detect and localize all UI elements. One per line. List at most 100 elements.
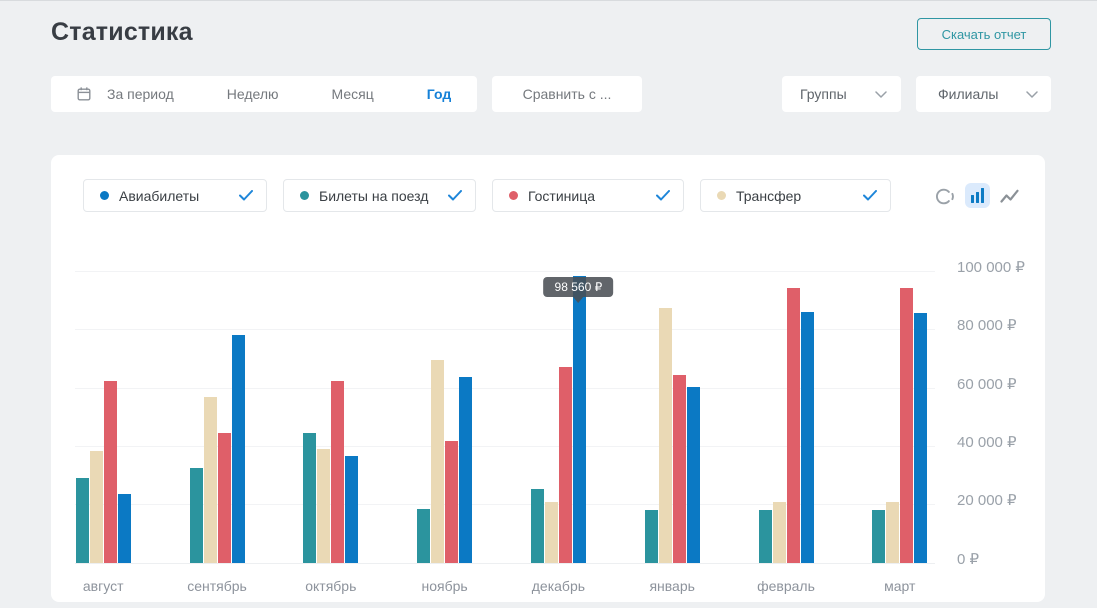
bar-group-январь	[644, 308, 700, 563]
x-axis-tick-label: октябрь	[305, 578, 357, 594]
check-icon	[863, 190, 877, 201]
calendar-icon[interactable]	[77, 87, 91, 101]
series-color-dot	[717, 191, 726, 200]
bar-Трансфер-декабрь[interactable]	[544, 502, 558, 563]
tab-period[interactable]: За период	[107, 86, 174, 102]
bar-group-октябрь	[303, 381, 359, 563]
page-title: Статистика	[51, 18, 193, 46]
bar-Трансфер-ноябрь[interactable]	[431, 360, 445, 563]
bar-group-август	[75, 381, 131, 563]
y-axis-tick-label: 20 000 ₽	[957, 492, 1017, 510]
bar-Билеты на поезд-август[interactable]	[75, 478, 89, 563]
bar-Авиабилеты-февраль[interactable]	[800, 312, 814, 563]
bar-Гостиница-август[interactable]	[103, 381, 117, 563]
branches-dropdown[interactable]: Филиалы	[916, 76, 1051, 112]
tab-week[interactable]: Неделю	[226, 86, 279, 102]
bar-Гостиница-сентябрь[interactable]	[217, 433, 231, 563]
compare-button[interactable]: Сравнить с ...	[492, 76, 642, 112]
bar-Авиабилеты-декабрь[interactable]	[572, 276, 586, 563]
legend-item-label: Авиабилеты	[119, 187, 200, 204]
x-axis-labels: август сентябрь октябрь ноябрь декабрь январь…	[75, 578, 935, 594]
chart-tooltip: 98 560 ₽	[543, 277, 614, 297]
x-axis-tick-label: январь	[649, 578, 695, 594]
series-color-dot	[100, 191, 109, 200]
gridline	[75, 271, 935, 272]
bar-Гостиница-январь[interactable]	[672, 375, 686, 563]
bar-Гостиница-октябрь[interactable]	[331, 381, 345, 563]
statistics-card: Авиабилеты Билеты на поезд Гостиница Тра…	[51, 155, 1045, 602]
bar-Трансфер-март[interactable]	[886, 502, 900, 563]
bar-chart-icon[interactable]	[965, 183, 990, 208]
bar-Трансфер-февраль[interactable]	[772, 502, 786, 563]
gridline	[75, 445, 935, 447]
bar-Билеты на поезд-февраль[interactable]	[758, 510, 772, 563]
download-report-button[interactable]: Скачать отчет	[917, 18, 1051, 50]
bar-group-сентябрь	[189, 335, 245, 563]
bar-group-ноябрь	[417, 360, 473, 563]
y-axis-tick-label: 80 000 ₽	[957, 317, 1017, 335]
bar-group-март	[872, 288, 928, 563]
y-axis-tick-label: 100 000 ₽	[957, 259, 1025, 276]
bar-Авиабилеты-ноябрь[interactable]	[459, 377, 473, 563]
x-axis-tick-label: август	[82, 578, 124, 594]
legend-item-aviabilety[interactable]: Авиабилеты	[83, 179, 267, 212]
bar-Авиабилеты-сентябрь[interactable]	[231, 335, 245, 563]
bar-Гостиница-ноябрь[interactable]	[445, 441, 459, 563]
check-icon	[656, 190, 670, 201]
legend-item-transfer[interactable]: Трансфер	[700, 179, 891, 212]
gridline	[75, 562, 935, 564]
x-axis-tick-label: март	[884, 578, 916, 594]
groups-dropdown-label: Группы	[800, 86, 847, 102]
bar-Авиабилеты-январь[interactable]	[686, 387, 700, 563]
bar-Трансфер-октябрь[interactable]	[317, 449, 331, 563]
pie-chart-icon[interactable]	[935, 187, 954, 206]
chevron-down-icon	[875, 90, 887, 98]
branches-dropdown-label: Филиалы	[938, 86, 999, 102]
y-axis-tick-label: 60 000 ₽	[957, 375, 1017, 393]
check-icon	[239, 190, 253, 201]
chart-legend: Авиабилеты Билеты на поезд Гостиница Тра…	[83, 179, 907, 212]
legend-item-bilety-na-poezd[interactable]: Билеты на поезд	[283, 179, 476, 212]
groups-dropdown[interactable]: Группы	[782, 76, 901, 112]
bar-Трансфер-сентябрь[interactable]	[203, 397, 217, 563]
legend-item-label: Трансфер	[736, 187, 802, 204]
bar-Билеты на поезд-октябрь[interactable]	[303, 433, 317, 563]
tab-year[interactable]: Год	[426, 86, 452, 102]
series-color-dot	[509, 191, 518, 200]
bar-Гостиница-декабрь[interactable]	[558, 367, 572, 563]
bar-Билеты на поезд-ноябрь[interactable]	[417, 509, 431, 563]
bar-Трансфер-январь[interactable]	[658, 308, 672, 563]
bar-group-февраль	[758, 288, 814, 563]
bar-Гостиница-март[interactable]	[900, 288, 914, 563]
series-color-dot	[300, 191, 309, 200]
gridline	[75, 504, 935, 506]
x-axis-tick-label: февраль	[757, 578, 815, 594]
bar-Билеты на поезд-март[interactable]	[872, 510, 886, 563]
bar-Билеты на поезд-сентябрь[interactable]	[189, 468, 203, 563]
bar-Авиабилеты-март[interactable]	[914, 313, 928, 563]
x-axis-tick-label: декабрь	[531, 578, 586, 594]
x-axis-tick-label: ноябрь	[421, 578, 468, 594]
bar-Билеты на поезд-декабрь[interactable]	[530, 489, 544, 563]
gridline	[75, 329, 935, 331]
line-chart-icon[interactable]	[1000, 189, 1019, 204]
legend-item-label: Билеты на поезд	[319, 187, 429, 204]
tab-month[interactable]: Месяц	[331, 86, 374, 102]
y-axis-tick-label: 0 ₽	[957, 550, 980, 568]
bar-Трансфер-август[interactable]	[89, 451, 103, 563]
filter-row: За период Неделю Месяц Год Сравнить с ..…	[0, 76, 1097, 112]
y-axis-tick-label: 40 000 ₽	[957, 433, 1017, 451]
legend-item-gostinitsa[interactable]: Гостиница	[492, 179, 684, 212]
gridline	[75, 387, 935, 389]
x-axis-tick-label: сентябрь	[187, 578, 247, 594]
period-tabs: За период Неделю Месяц Год	[51, 76, 477, 112]
bar-Гостиница-февраль[interactable]	[786, 288, 800, 563]
chevron-down-icon	[1026, 90, 1038, 98]
bar-group-декабрь	[530, 276, 586, 563]
bar-Авиабилеты-октябрь[interactable]	[345, 456, 359, 563]
bar-Авиабилеты-август[interactable]	[117, 494, 131, 563]
bar-chart-plot: 98 560 ₽	[75, 271, 935, 564]
legend-item-label: Гостиница	[528, 187, 596, 204]
bar-Билеты на поезд-январь[interactable]	[644, 510, 658, 563]
check-icon	[448, 190, 462, 201]
